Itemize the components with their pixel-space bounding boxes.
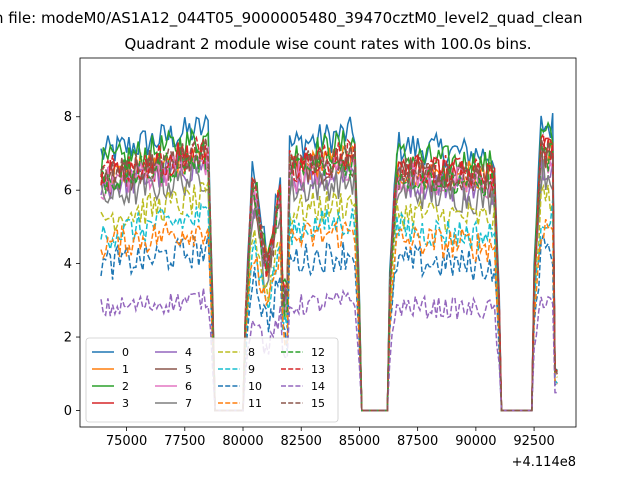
series-line-13	[100, 131, 558, 412]
x-axis: 75000 77500 80000 82500 85000 87500 90000 92500	[106, 427, 555, 449]
legend-label-6: 6	[185, 380, 192, 393]
x-tick-label: 80000	[222, 434, 263, 449]
series-line-12	[100, 139, 558, 412]
legend-label-10: 10	[248, 380, 262, 393]
x-tick-label: 77500	[164, 434, 205, 449]
x-tick-label: 85000	[339, 434, 380, 449]
series-layer	[100, 113, 559, 412]
series-line-8	[100, 181, 558, 412]
x-tick-label: 75000	[106, 434, 147, 449]
series-line-14	[100, 288, 558, 412]
series-line-9	[100, 200, 558, 412]
x-offset-label: +4.114e8	[512, 455, 576, 470]
x-tick-label: 87500	[397, 434, 438, 449]
legend-label-2: 2	[122, 380, 129, 393]
legend-label-11: 11	[248, 397, 262, 410]
legend-label-8: 8	[248, 346, 255, 359]
y-tick-label: 2	[64, 331, 72, 346]
x-tick-label: 82500	[281, 434, 322, 449]
y-axis: 0 2 4 6 8	[64, 110, 80, 419]
series-line-7	[100, 159, 558, 412]
y-tick-label: 6	[64, 184, 72, 199]
figure-suptitle-clip: n file: modeM0/AS1A12_044T05_9000005480_…	[0, 2, 640, 30]
y-tick-label: 0	[64, 404, 72, 419]
legend-label-5: 5	[185, 363, 192, 376]
legend-label-4: 4	[185, 346, 192, 359]
legend-label-9: 9	[248, 363, 255, 376]
legend-label-14: 14	[311, 380, 325, 393]
x-tick-label: 92500	[513, 434, 554, 449]
legend-label-7: 7	[185, 397, 192, 410]
legend-label-0: 0	[122, 346, 129, 359]
legend-box	[85, 337, 339, 423]
figure-suptitle: n file: modeM0/AS1A12_044T05_9000005480_…	[0, 9, 583, 27]
legend-label-1: 1	[122, 363, 129, 376]
y-tick-label: 4	[64, 257, 72, 272]
legend-label-13: 13	[311, 363, 325, 376]
series-line-11	[100, 218, 558, 412]
y-tick-label: 8	[64, 110, 72, 125]
x-tick-label: 90000	[455, 434, 496, 449]
legend-label-12: 12	[311, 346, 325, 359]
series-line-15	[100, 137, 558, 412]
plot-frame	[79, 57, 577, 428]
legend-label-15: 15	[311, 397, 325, 410]
legend-label-3: 3	[122, 397, 129, 410]
chart-title: Quadrant 2 module wise count rates with …	[124, 35, 532, 53]
